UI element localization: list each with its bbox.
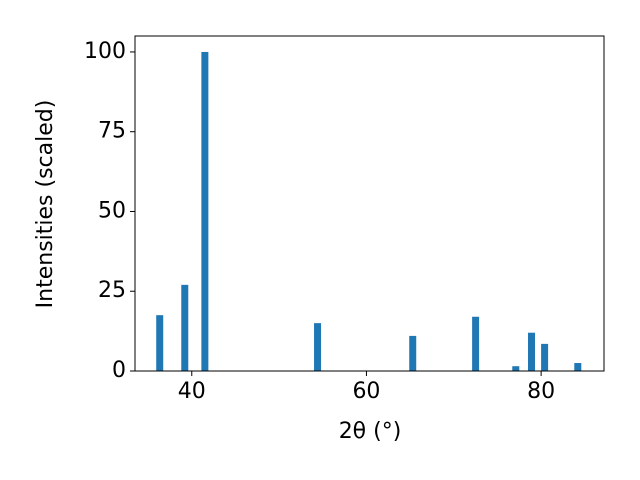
y-tick-label: 50 [98, 198, 126, 223]
bar [541, 343, 549, 371]
bar [528, 332, 536, 371]
bar [574, 363, 582, 371]
x-tick-label: 60 [352, 379, 380, 404]
bar [512, 366, 520, 371]
x-axis-label: 2θ (°) [339, 419, 402, 444]
y-tick-label: 25 [98, 278, 126, 303]
bar [314, 323, 322, 371]
bar [156, 315, 164, 371]
bar [409, 335, 417, 371]
x-tick-label: 40 [178, 379, 206, 404]
bar [181, 284, 189, 371]
plot-frame [134, 35, 605, 372]
y-axis-label: Intensities (scaled) [33, 100, 58, 309]
x-tick-label: 80 [527, 379, 555, 404]
y-tick-label: 0 [112, 358, 126, 383]
y-tick-label: 100 [84, 39, 126, 64]
bar [201, 51, 209, 371]
y-tick-label: 75 [98, 119, 126, 144]
bar [472, 316, 480, 371]
